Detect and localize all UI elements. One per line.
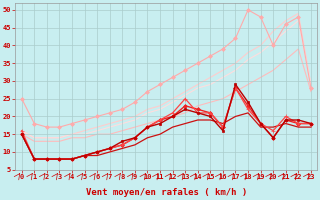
- X-axis label: Vent moyen/en rafales ( km/h ): Vent moyen/en rafales ( km/h ): [86, 188, 247, 197]
